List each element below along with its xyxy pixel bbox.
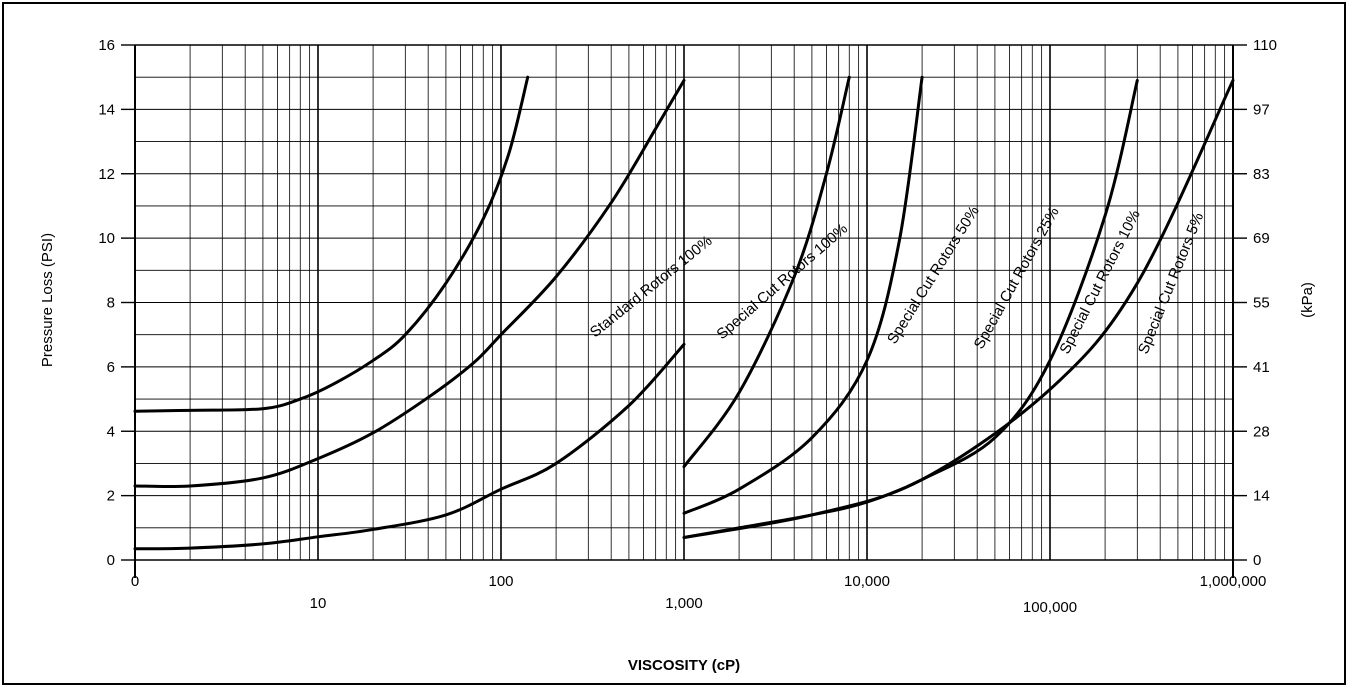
y-axis-title-left: Pressure Loss (PSI) — [39, 233, 56, 367]
y-tick-label-right: 55 — [1253, 295, 1270, 312]
x-tick-label: 0 — [131, 573, 139, 590]
series-line — [133, 78, 686, 489]
x-tick-label: 10,000 — [844, 573, 890, 590]
x-tick-label: 1,000 — [665, 595, 703, 612]
axes: 0 2 4 6 8 10 12 14 16 0 14 28 41 55 69 83 97 110 0 10 100 1,0… — [98, 37, 1277, 616]
y-tick-label-left: 10 — [98, 230, 115, 247]
series-label: Special Cut Rotors 50% — [884, 203, 983, 347]
y-axis-title-right: (kPa) — [1299, 282, 1316, 318]
y-tick-label-left: 12 — [98, 166, 115, 183]
x-tick-label: 1,000,000 — [1200, 573, 1267, 590]
series-label: Standard Rotors 100% — [587, 232, 716, 341]
y-tick-label-right: 14 — [1253, 488, 1270, 505]
series-label: Special Cut Rotors 25% — [971, 204, 1063, 352]
labels: Standard Rotors 100%Special Cut Rotors 1… — [587, 203, 1207, 357]
y-tick-label-right: 0 — [1253, 552, 1261, 569]
x-axis-title: VISCOSITY (cP) — [628, 657, 740, 674]
series-line — [682, 78, 1235, 539]
y-tick-label-right: 83 — [1253, 166, 1270, 183]
curves — [133, 75, 1235, 551]
x-tick-label: 100,000 — [1023, 599, 1077, 616]
y-tick-label-left: 2 — [107, 488, 115, 505]
y-tick-label-left: 0 — [107, 552, 115, 569]
y-tick-label-left: 6 — [107, 359, 115, 376]
y-tick-label-left: 8 — [107, 295, 115, 312]
grid — [134, 44, 1234, 561]
y-tick-label-right: 69 — [1253, 230, 1270, 247]
y-tick-label-left: 14 — [98, 101, 115, 118]
series-line — [682, 75, 851, 469]
y-tick-label-right: 97 — [1253, 101, 1270, 118]
y-tick-label-right: 41 — [1253, 359, 1270, 376]
y-tick-label-right: 28 — [1253, 423, 1270, 440]
x-tick-label: 10 — [310, 595, 327, 612]
series-label: Special Cut Rotors 100% — [713, 220, 851, 343]
series-line — [682, 75, 924, 515]
series-line — [133, 342, 686, 551]
y-tick-label-left: 4 — [107, 423, 115, 440]
series-line — [133, 75, 530, 413]
y-tick-label-left: 16 — [98, 37, 115, 54]
x-tick-label: 100 — [488, 573, 513, 590]
y-tick-label-right: 110 — [1253, 37, 1277, 54]
